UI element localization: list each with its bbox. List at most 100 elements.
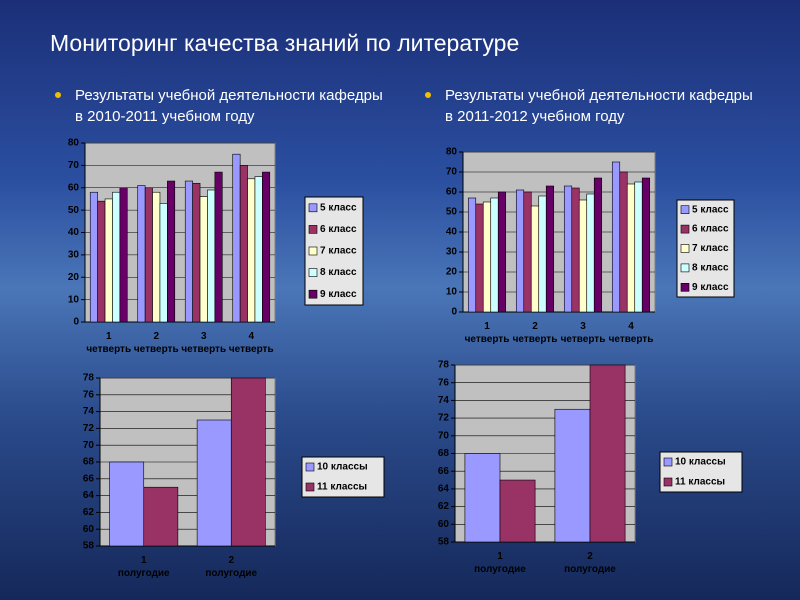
bar: [589, 364, 626, 543]
bar: [523, 191, 532, 313]
bar: [137, 185, 146, 323]
legend-label: 6 класс: [320, 224, 357, 235]
bar: [159, 203, 168, 323]
bar: [586, 193, 595, 313]
bar: [497, 191, 507, 313]
bar: [262, 171, 271, 323]
legend-box: [301, 456, 385, 498]
y-tick-label: 68: [83, 457, 95, 468]
legend-swatch: [308, 225, 318, 234]
bullet-text: Результаты учебной деятельности кафедры …: [425, 85, 755, 127]
y-tick-label: 72: [438, 413, 450, 424]
y-tick-label: 72: [83, 423, 95, 434]
bar: [626, 183, 636, 313]
x-tick-label: 3 четверть: [181, 331, 227, 355]
x-tick-label: 2 четверть: [512, 321, 558, 345]
bar: [515, 189, 525, 313]
legend-label: 8 класс: [320, 267, 357, 278]
legend-swatch: [305, 462, 315, 472]
legend-label: 10 классы: [675, 457, 726, 468]
bar: [247, 178, 256, 323]
x-tick-label: 2 полугодие: [564, 551, 616, 575]
bar: [192, 182, 201, 323]
x-tick-label: 4 четверть: [608, 321, 654, 345]
y-tick-label: 70: [83, 440, 95, 451]
y-tick-label: 30: [446, 247, 458, 258]
y-tick-label: 0: [451, 307, 457, 318]
bar: [196, 419, 232, 547]
bar: [89, 191, 98, 323]
bar: [214, 171, 223, 323]
bar: [119, 187, 128, 323]
x-tick-label: 2 полугодие: [205, 555, 258, 579]
bar: [593, 177, 603, 313]
y-tick-label: 62: [438, 501, 450, 512]
bar: [530, 205, 540, 313]
bar: [538, 195, 547, 313]
y-tick-label: 0: [73, 317, 79, 328]
legend-swatch: [663, 457, 673, 467]
legend-swatch: [305, 482, 315, 492]
legend-swatch: [680, 282, 690, 292]
legend-label: 7 класс: [692, 243, 729, 254]
bar: [232, 153, 241, 323]
bar: [634, 181, 643, 313]
y-tick-label: 60: [83, 524, 95, 535]
legend-swatch: [308, 246, 318, 256]
legend-swatch: [308, 203, 318, 213]
legend-swatch: [680, 263, 690, 273]
legend-box: [659, 451, 743, 493]
y-tick-label: 74: [83, 406, 95, 417]
legend-label: 11 классы: [675, 477, 725, 488]
y-tick-label: 20: [446, 267, 458, 278]
bar: [611, 161, 621, 313]
bar: [482, 201, 492, 313]
y-tick-label: 74: [438, 395, 450, 406]
bar: [563, 185, 573, 313]
legend-swatch: [680, 205, 690, 214]
slide-title: Мониторинг качества знаний по литературе: [50, 30, 520, 56]
legend-label: 11 классы: [317, 482, 367, 493]
y-tick-label: 62: [83, 507, 95, 518]
legend-label: 9 класс: [320, 289, 357, 300]
bar: [619, 171, 628, 313]
bar: [545, 185, 555, 313]
x-tick-label: 1 полугодие: [474, 551, 526, 575]
bar: [239, 165, 248, 323]
legend-label: 6 класс: [692, 224, 729, 235]
y-tick-label: 20: [68, 272, 80, 283]
legend-label: 5 класс: [320, 202, 357, 213]
y-tick-label: 10: [446, 287, 458, 298]
legend-swatch: [680, 224, 690, 234]
bullet-text: Результаты учебной деятельности кафедры …: [55, 85, 385, 127]
y-tick-label: 80: [68, 138, 80, 149]
legend-swatch: [308, 289, 318, 299]
y-tick-label: 70: [438, 430, 450, 441]
y-tick-label: 40: [446, 227, 458, 238]
x-tick-label: 1 четверть: [464, 321, 510, 345]
bar: [490, 197, 499, 313]
bar: [554, 408, 591, 543]
y-tick-label: 78: [83, 373, 95, 384]
legend-label: 9 класс: [692, 282, 729, 293]
y-tick-label: 10: [68, 294, 80, 305]
bar: [152, 191, 161, 323]
bar: [230, 377, 266, 547]
y-tick-label: 60: [68, 182, 80, 193]
bar: [184, 180, 193, 323]
y-tick-label: 58: [83, 541, 95, 552]
x-tick-label: 2 четверть: [133, 331, 179, 355]
bar: [167, 180, 176, 323]
y-tick-label: 64: [83, 490, 95, 501]
y-tick-label: 76: [83, 389, 95, 400]
legend-label: 8 класс: [692, 263, 729, 274]
y-tick-label: 68: [438, 448, 450, 459]
bar: [475, 203, 484, 313]
y-tick-label: 60: [438, 519, 450, 530]
legend-swatch: [308, 268, 318, 277]
legend-swatch: [680, 244, 690, 253]
bar: [207, 189, 216, 323]
legend-swatch: [663, 477, 673, 487]
